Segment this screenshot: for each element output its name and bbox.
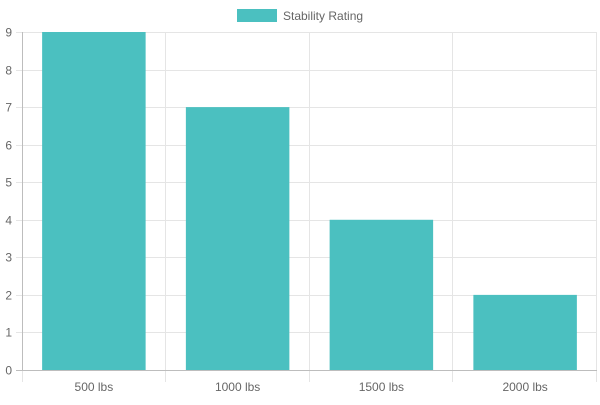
bar-1000-lbs — [185, 107, 290, 370]
y-tick-label: 7 — [5, 101, 12, 115]
legend-label[interactable]: Stability Rating — [283, 9, 363, 23]
axes: 0 1 2 3 4 5 6 7 8 9 500 lbs 1000 lbs 1500 lbs 2000 lb… — [5, 26, 597, 394]
bar-1500-lbs — [329, 219, 434, 370]
x-tick-label: 1500 lbs — [359, 380, 404, 394]
y-tick-label: 3 — [5, 251, 12, 265]
legend-swatch[interactable] — [237, 9, 277, 22]
x-tick-label: 500 lbs — [75, 380, 114, 394]
bar-500-lbs — [42, 32, 146, 370]
y-tick-label: 2 — [5, 289, 12, 303]
y-tick-label: 1 — [5, 326, 12, 340]
bar-2000-lbs — [473, 294, 577, 370]
y-tick-label: 9 — [5, 26, 12, 40]
y-tick-label: 8 — [5, 64, 12, 78]
y-tick-label: 4 — [5, 214, 12, 228]
y-tick-label: 0 — [5, 364, 12, 378]
x-tick-label: 1000 lbs — [215, 380, 260, 394]
y-tick-label: 6 — [5, 139, 12, 153]
y-tick-label: 5 — [5, 176, 12, 190]
legend[interactable]: Stability Rating — [237, 9, 363, 23]
x-tick-label: 2000 lbs — [502, 380, 547, 394]
bars — [42, 32, 577, 370]
